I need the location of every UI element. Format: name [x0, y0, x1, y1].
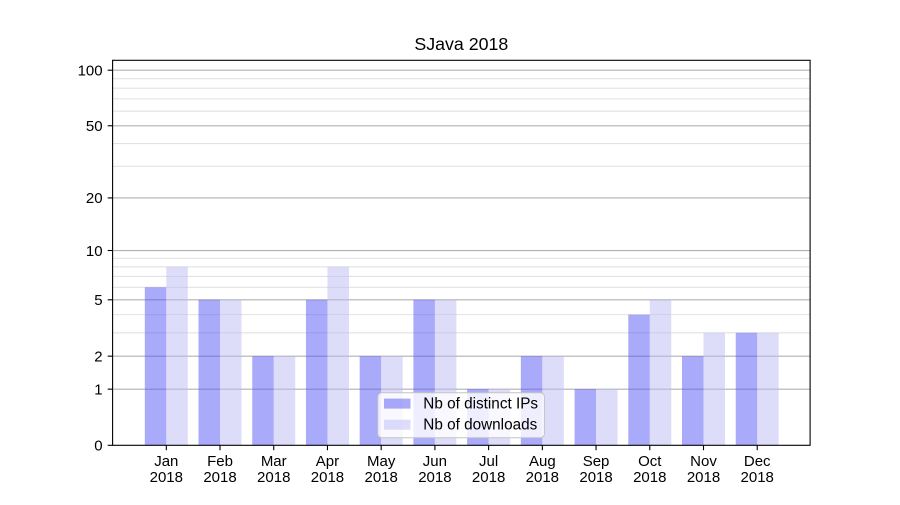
svg-text:2: 2 [94, 349, 102, 366]
svg-text:0: 0 [94, 438, 102, 455]
svg-text:SJava 2018: SJava 2018 [414, 34, 508, 54]
svg-text:Feb: Feb [207, 453, 233, 470]
svg-text:2018: 2018 [526, 469, 559, 486]
svg-text:Apr: Apr [316, 453, 339, 470]
svg-text:Jun: Jun [423, 453, 447, 470]
svg-text:Aug: Aug [529, 453, 556, 470]
svg-text:2018: 2018 [418, 469, 451, 486]
svg-text:2018: 2018 [150, 469, 183, 486]
svg-text:2018: 2018 [687, 469, 720, 486]
svg-text:2018: 2018 [579, 469, 612, 486]
svg-text:2018: 2018 [257, 469, 290, 486]
svg-text:Sep: Sep [583, 453, 610, 470]
svg-text:50: 50 [86, 118, 103, 135]
svg-text:Jan: Jan [154, 453, 178, 470]
svg-text:20: 20 [86, 190, 103, 207]
svg-text:Nov: Nov [690, 453, 717, 470]
svg-text:1: 1 [94, 381, 102, 398]
svg-text:2018: 2018 [311, 469, 344, 486]
svg-text:2018: 2018 [472, 469, 505, 486]
svg-text:Jul: Jul [479, 453, 498, 470]
svg-text:2018: 2018 [741, 469, 774, 486]
svg-text:Nb of downloads: Nb of downloads [423, 416, 537, 433]
svg-text:2018: 2018 [633, 469, 666, 486]
svg-text:10: 10 [86, 243, 103, 260]
svg-text:Mar: Mar [261, 453, 287, 470]
svg-text:Nb of distinct IPs: Nb of distinct IPs [423, 395, 538, 412]
svg-text:100: 100 [78, 63, 103, 80]
svg-text:2018: 2018 [364, 469, 397, 486]
svg-text:May: May [367, 453, 396, 470]
svg-text:5: 5 [94, 292, 102, 309]
svg-text:Oct: Oct [638, 453, 662, 470]
svg-text:2018: 2018 [203, 469, 236, 486]
svg-text:Dec: Dec [744, 453, 771, 470]
